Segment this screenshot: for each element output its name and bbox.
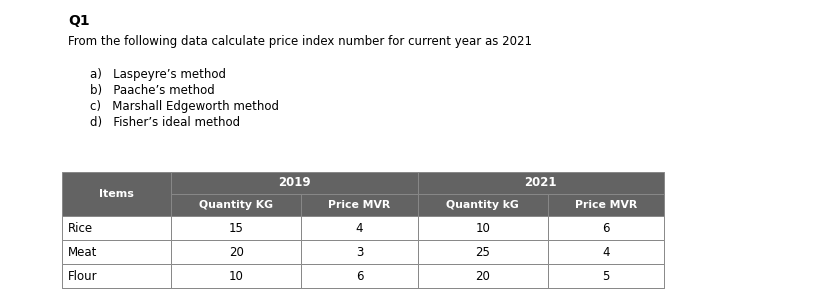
Text: 20: 20 [228,245,243,258]
Text: 10: 10 [228,270,243,283]
Bar [547,240,663,264]
Bar [547,264,663,288]
Text: 6: 6 [601,221,609,234]
Bar [301,194,417,216]
Bar [417,240,547,264]
Text: From the following data calculate price index number for current year as 2021: From the following data calculate price … [68,35,532,48]
Text: Price MVR: Price MVR [574,200,636,210]
Text: Quantity kG: Quantity kG [446,200,519,210]
Bar [547,216,663,240]
Bar [171,288,301,289]
Bar [62,172,171,216]
Bar [171,264,301,288]
Bar [301,288,417,289]
Bar [62,264,171,288]
Text: Price MVR: Price MVR [328,200,390,210]
Bar [417,194,547,216]
Text: 2019: 2019 [278,177,310,190]
Bar [547,288,663,289]
Bar [417,288,547,289]
Text: Quantity KG: Quantity KG [199,200,273,210]
Bar [301,240,417,264]
Text: Flour: Flour [68,270,98,283]
Text: d)   Fisher’s ideal method: d) Fisher’s ideal method [90,116,240,129]
Bar [171,216,301,240]
Bar [417,172,663,194]
Bar [417,264,547,288]
Bar [62,216,171,240]
Text: 25: 25 [475,245,490,258]
Text: 4: 4 [601,245,609,258]
Text: Meat: Meat [68,245,98,258]
Text: b)   Paache’s method: b) Paache’s method [90,84,214,97]
Bar [171,172,417,194]
Bar [547,194,663,216]
Text: 4: 4 [356,221,363,234]
Text: a)   Laspeyre’s method: a) Laspeyre’s method [90,68,226,81]
Bar [417,216,547,240]
Bar [62,240,171,264]
Bar [301,264,417,288]
Text: 6: 6 [356,270,363,283]
Bar [171,240,301,264]
Text: 15: 15 [228,221,243,234]
Bar [301,216,417,240]
Text: 2021: 2021 [523,177,557,190]
Bar [62,288,171,289]
Text: 5: 5 [601,270,609,283]
Text: c)   Marshall Edgeworth method: c) Marshall Edgeworth method [90,100,279,113]
Text: Q1: Q1 [68,14,89,28]
Text: 3: 3 [356,245,363,258]
Text: Items: Items [99,189,134,199]
Text: Rice: Rice [68,221,93,234]
Bar [171,194,301,216]
Text: 10: 10 [475,221,490,234]
Text: 20: 20 [475,270,490,283]
